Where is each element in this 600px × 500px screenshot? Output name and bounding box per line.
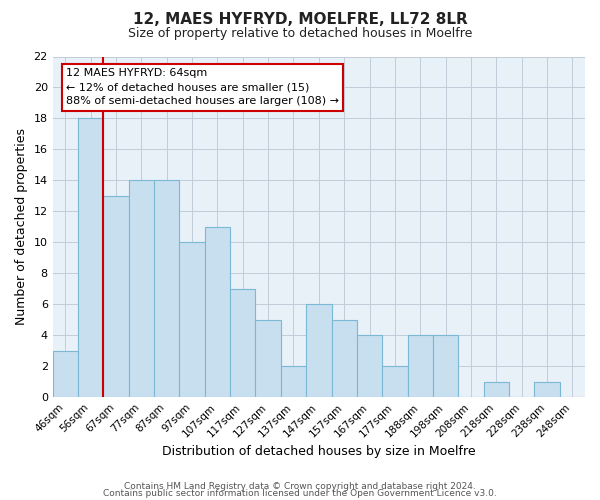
Bar: [535, 382, 560, 397]
Bar: [230, 289, 256, 397]
Bar: [407, 336, 433, 397]
Text: 12, MAES HYFRYD, MOELFRE, LL72 8LR: 12, MAES HYFRYD, MOELFRE, LL72 8LR: [133, 12, 467, 28]
Text: Size of property relative to detached houses in Moelfre: Size of property relative to detached ho…: [128, 28, 472, 40]
Bar: [205, 227, 230, 397]
Text: 12 MAES HYFRYD: 64sqm
← 12% of detached houses are smaller (15)
88% of semi-deta: 12 MAES HYFRYD: 64sqm ← 12% of detached …: [66, 68, 339, 106]
Bar: [103, 196, 129, 397]
Y-axis label: Number of detached properties: Number of detached properties: [15, 128, 28, 326]
Bar: [256, 320, 281, 397]
Text: Contains public sector information licensed under the Open Government Licence v3: Contains public sector information licen…: [103, 490, 497, 498]
Bar: [281, 366, 306, 397]
Bar: [332, 320, 357, 397]
Bar: [53, 351, 78, 397]
Bar: [382, 366, 407, 397]
Bar: [357, 336, 382, 397]
Text: Contains HM Land Registry data © Crown copyright and database right 2024.: Contains HM Land Registry data © Crown c…: [124, 482, 476, 491]
Bar: [129, 180, 154, 397]
Bar: [306, 304, 332, 397]
X-axis label: Distribution of detached houses by size in Moelfre: Distribution of detached houses by size …: [162, 444, 476, 458]
Bar: [433, 336, 458, 397]
Bar: [179, 242, 205, 397]
Bar: [484, 382, 509, 397]
Bar: [78, 118, 103, 397]
Bar: [154, 180, 179, 397]
